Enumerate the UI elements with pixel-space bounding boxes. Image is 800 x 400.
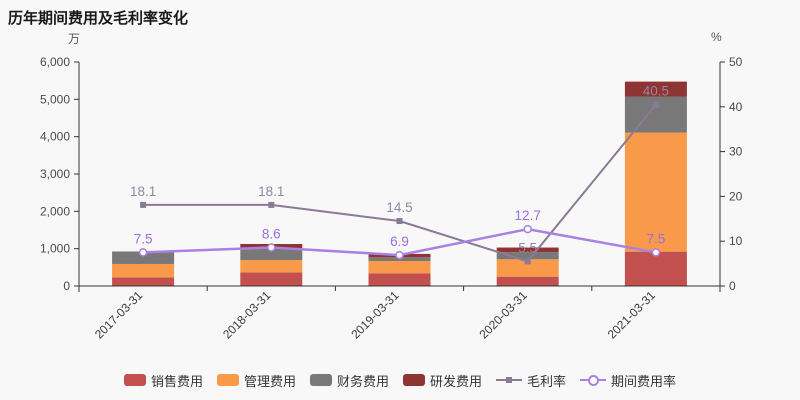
- y-axis-tick-label: 4,000: [40, 130, 70, 144]
- right-axis-tick-label: 20: [729, 189, 743, 203]
- x-axis-label: 2020-03-31: [477, 288, 531, 342]
- y-axis-tick-label: 5,000: [40, 92, 70, 106]
- y-axis-tick-label: 6,000: [40, 55, 70, 69]
- bar-segment-研发费用: [624, 81, 687, 97]
- 毛利率-value-label: 18.1: [130, 184, 156, 199]
- legend-item-毛利率[interactable]: 毛利率: [496, 371, 566, 390]
- 期间费用率-marker: [651, 248, 661, 257]
- legend-label: 研发费用: [430, 373, 483, 389]
- legend-swatch-icon: [403, 374, 425, 386]
- bar-segment-管理费用: [112, 263, 175, 278]
- right-axis-tick-label: 10: [729, 234, 743, 248]
- 期间费用率-value-label: 8.6: [262, 226, 281, 241]
- legend-item-管理费用[interactable]: 管理费用: [216, 371, 296, 390]
- y-axis-tick-label: 0: [63, 279, 70, 293]
- bar-segment-管理费用: [368, 260, 431, 274]
- legend-label: 毛利率: [527, 373, 567, 389]
- bar-segment-研发费用: [496, 247, 559, 253]
- 毛利率-value-label: 5.5: [518, 240, 537, 255]
- legend-label: 销售费用: [150, 373, 203, 389]
- 期间费用率-marker: [395, 250, 404, 260]
- x-axis-label: 2018-03-31: [220, 288, 274, 342]
- 毛利率-marker: [652, 101, 659, 108]
- 毛利率-marker: [396, 218, 403, 225]
- 毛利率-value-label: 40.5: [643, 84, 669, 99]
- x-axis-label: 2017-03-31: [92, 288, 146, 342]
- right-axis-tick-label: 0: [729, 279, 736, 293]
- legend-item-研发费用[interactable]: 研发费用: [403, 371, 482, 390]
- 毛利率-marker: [524, 258, 531, 265]
- 毛利率-marker: [268, 201, 275, 208]
- 期间费用率-marker: [267, 243, 276, 252]
- bar-segment-管理费用: [496, 259, 559, 277]
- chart-title: 历年期间费用及毛利率变化: [8, 10, 189, 27]
- y-axis-tick-label: 1,000: [40, 242, 70, 256]
- 毛利率-value-label: 14.5: [386, 200, 412, 215]
- 毛利率-value-label: 18.1: [258, 184, 284, 199]
- legend: 销售费用 管理费用 财务费用 研发费用 毛利率 期间费用率: [0, 369, 800, 391]
- bar-segment-财务费用: [496, 252, 559, 260]
- 期间费用率-value-label: 12.7: [515, 208, 541, 223]
- legend-item-销售费用[interactable]: 销售费用: [123, 371, 203, 390]
- legend-label: 财务费用: [336, 373, 389, 389]
- legend-item-期间费用率[interactable]: 期间费用率: [580, 371, 676, 390]
- legend-item-财务费用[interactable]: 财务费用: [309, 371, 389, 390]
- right-axis-tick-label: 40: [729, 100, 743, 114]
- bar-segment-销售费用: [496, 276, 559, 286]
- legend-line-circle-icon: [580, 374, 607, 386]
- bar-segment-管理费用: [624, 132, 687, 252]
- x-axis-label: 2019-03-31: [348, 288, 402, 342]
- bar-segment-管理费用: [240, 260, 303, 273]
- bar-segment-财务费用: [112, 251, 175, 264]
- bar-segment-销售费用: [112, 277, 175, 286]
- 期间费用率-value-label: 6.9: [390, 234, 409, 249]
- bar-segment-财务费用: [240, 248, 303, 261]
- right-axis-unit-label: %: [711, 30, 722, 44]
- legend-swatch-icon: [216, 374, 239, 386]
- left-axis-unit-label: 万: [68, 32, 81, 46]
- bar-segment-销售费用: [368, 273, 431, 286]
- 期间费用率-value-label: 7.5: [647, 231, 666, 246]
- bar-segment-销售费用: [624, 251, 687, 286]
- legend-swatch-icon: [123, 374, 146, 386]
- 期间费用率-value-label: 7.5: [134, 231, 153, 246]
- 期间费用率-marker: [523, 224, 532, 234]
- 期间费用率-marker: [138, 248, 148, 257]
- y-axis-tick-label: 2,000: [40, 204, 70, 218]
- legend-swatch-icon: [309, 374, 332, 386]
- 毛利率-marker: [140, 201, 147, 208]
- right-axis-tick-label: 50: [729, 55, 743, 69]
- legend-line-square-icon: [496, 374, 523, 386]
- right-axis-tick-label: 30: [729, 145, 743, 159]
- bar-segment-销售费用: [240, 272, 303, 286]
- x-axis-label: 2021-03-31: [605, 288, 659, 342]
- legend-label: 管理费用: [243, 373, 296, 389]
- legend-label: 期间费用率: [611, 373, 677, 389]
- y-axis-tick-label: 3,000: [40, 167, 70, 181]
